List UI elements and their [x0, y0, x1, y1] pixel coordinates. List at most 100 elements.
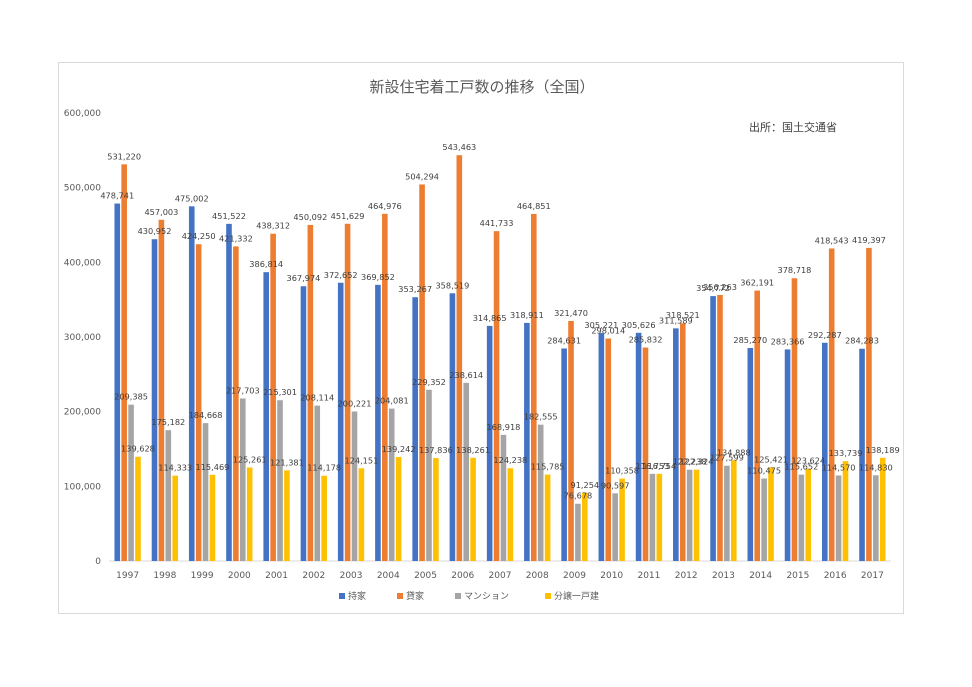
bar-2004-3 — [395, 457, 402, 561]
data-label: 283,366 — [771, 336, 805, 346]
bar-1999-3 — [209, 474, 216, 561]
data-label: 137,836 — [419, 445, 453, 455]
bar-2006-0 — [449, 293, 456, 561]
bar-2001-3 — [284, 470, 290, 561]
bar-2004-2 — [388, 408, 395, 561]
data-label: 378,718 — [778, 265, 812, 275]
bar-2003-3 — [358, 468, 365, 561]
bar-1998-3 — [172, 475, 179, 561]
bar-2010-3 — [619, 478, 625, 561]
data-label: 139,242 — [382, 444, 416, 454]
data-label: 91,254 — [570, 480, 599, 490]
bar-2006-3 — [470, 457, 476, 561]
bar-2003-2 — [351, 411, 358, 561]
bar-2011-3 — [656, 473, 663, 561]
bar-2013-2 — [724, 465, 730, 561]
x-tick-label: 2003 — [340, 571, 363, 581]
data-label: 305,221 — [584, 320, 618, 330]
x-tick-label: 2000 — [228, 571, 251, 581]
data-label: 504,294 — [405, 171, 439, 181]
bar-2017-2 — [873, 475, 879, 561]
x-tick-label: 2010 — [600, 571, 623, 581]
data-label: 285,270 — [733, 335, 767, 345]
data-label: 139,628 — [121, 444, 155, 454]
bar-2009-2 — [575, 503, 581, 561]
data-label: 450,092 — [293, 212, 327, 222]
legend-label: マンション — [464, 592, 509, 602]
bar-2015-3 — [805, 468, 812, 561]
x-tick-label: 2008 — [526, 571, 549, 581]
y-axis: 0 100,000 200,000 300,000 400,000 500,000 600,… — [64, 109, 101, 567]
bar-2008-0 — [524, 322, 530, 561]
bar-2013-3 — [730, 460, 737, 561]
bars-group — [114, 155, 886, 562]
x-tick-label: 2006 — [451, 571, 474, 581]
data-label: 114,570 — [822, 462, 856, 472]
x-axis: 1997 1998 1999 2000 2001 2002 2003 2004 2005 2006… — [116, 571, 884, 581]
bar-2004-0 — [375, 284, 381, 561]
data-label: 138,189 — [866, 445, 900, 455]
data-label: 90,597 — [601, 480, 630, 490]
data-label: 175,182 — [151, 417, 185, 427]
data-label: 464,851 — [517, 201, 551, 211]
data-label: 134,888 — [717, 447, 751, 457]
bar-2014-1 — [754, 290, 761, 561]
y-tick-label: 500,000 — [64, 184, 101, 194]
data-label: 217,703 — [226, 385, 260, 395]
bar-2007-2 — [500, 434, 507, 561]
legend-swatch — [397, 593, 403, 599]
bar-2002-1 — [307, 224, 314, 561]
data-label: 418,543 — [815, 235, 849, 245]
data-label: 285,832 — [629, 335, 663, 345]
chart-frame: 新設住宅着工戸数の推移（全国） 出所：国土交通省 0 100,000 200,000… — [58, 62, 904, 614]
source-note: 出所：国土交通省 — [749, 120, 837, 134]
bar-2001-0 — [263, 272, 270, 561]
data-label: 125,421 — [754, 454, 788, 464]
data-label: 424,250 — [182, 231, 216, 241]
bar-1998-1 — [158, 219, 165, 561]
data-label: 124,238 — [493, 455, 527, 465]
x-tick-label: 2012 — [675, 571, 698, 581]
bar-2012-0 — [673, 328, 679, 561]
bar-2014-3 — [768, 467, 774, 561]
x-tick-label: 2011 — [637, 571, 660, 581]
data-label: 362,191 — [740, 278, 774, 288]
x-tick-label: 2001 — [265, 571, 288, 581]
data-label: 125,261 — [233, 454, 267, 464]
bar-labels-group: 478,741 531,220 209,385 139,628 430,952 457,0… — [100, 142, 899, 501]
data-label: 284,631 — [547, 335, 581, 345]
bar-2015-2 — [798, 474, 805, 561]
bar-2011-1 — [642, 347, 649, 561]
data-label: 115,652 — [784, 462, 818, 472]
bar-2002-3 — [321, 475, 327, 561]
data-label: 76,678 — [564, 491, 593, 501]
bar-2011-2 — [649, 473, 656, 561]
bar-2009-0 — [561, 348, 567, 561]
bar-1999-1 — [195, 244, 202, 561]
bar-2005-1 — [419, 184, 425, 561]
data-label: 386,814 — [249, 259, 283, 269]
y-tick-label: 0 — [95, 557, 101, 567]
data-label: 168,918 — [487, 422, 521, 432]
bar-2000-0 — [226, 223, 232, 561]
x-tick-label: 2005 — [414, 571, 437, 581]
bar-2005-3 — [433, 458, 439, 561]
data-label: 215,301 — [263, 387, 297, 397]
bar-2003-0 — [337, 282, 344, 561]
bar-2012-1 — [679, 323, 686, 561]
bar-2004-1 — [382, 213, 388, 561]
data-label: 543,463 — [442, 142, 476, 152]
data-label: 321,470 — [554, 308, 588, 318]
bar-2012-3 — [693, 469, 700, 561]
data-label: 114,830 — [859, 462, 893, 472]
x-tick-label: 2002 — [302, 571, 325, 581]
legend-swatch — [455, 593, 461, 599]
bar-2010-0 — [598, 333, 605, 561]
data-label: 116,753 — [635, 461, 669, 471]
bar-2001-1 — [270, 233, 276, 561]
data-label: 115,469 — [196, 462, 230, 472]
x-tick-label: 2007 — [489, 571, 512, 581]
bar-2006-2 — [463, 382, 470, 561]
bar-2013-1 — [717, 294, 723, 561]
bar-2007-0 — [486, 325, 493, 561]
